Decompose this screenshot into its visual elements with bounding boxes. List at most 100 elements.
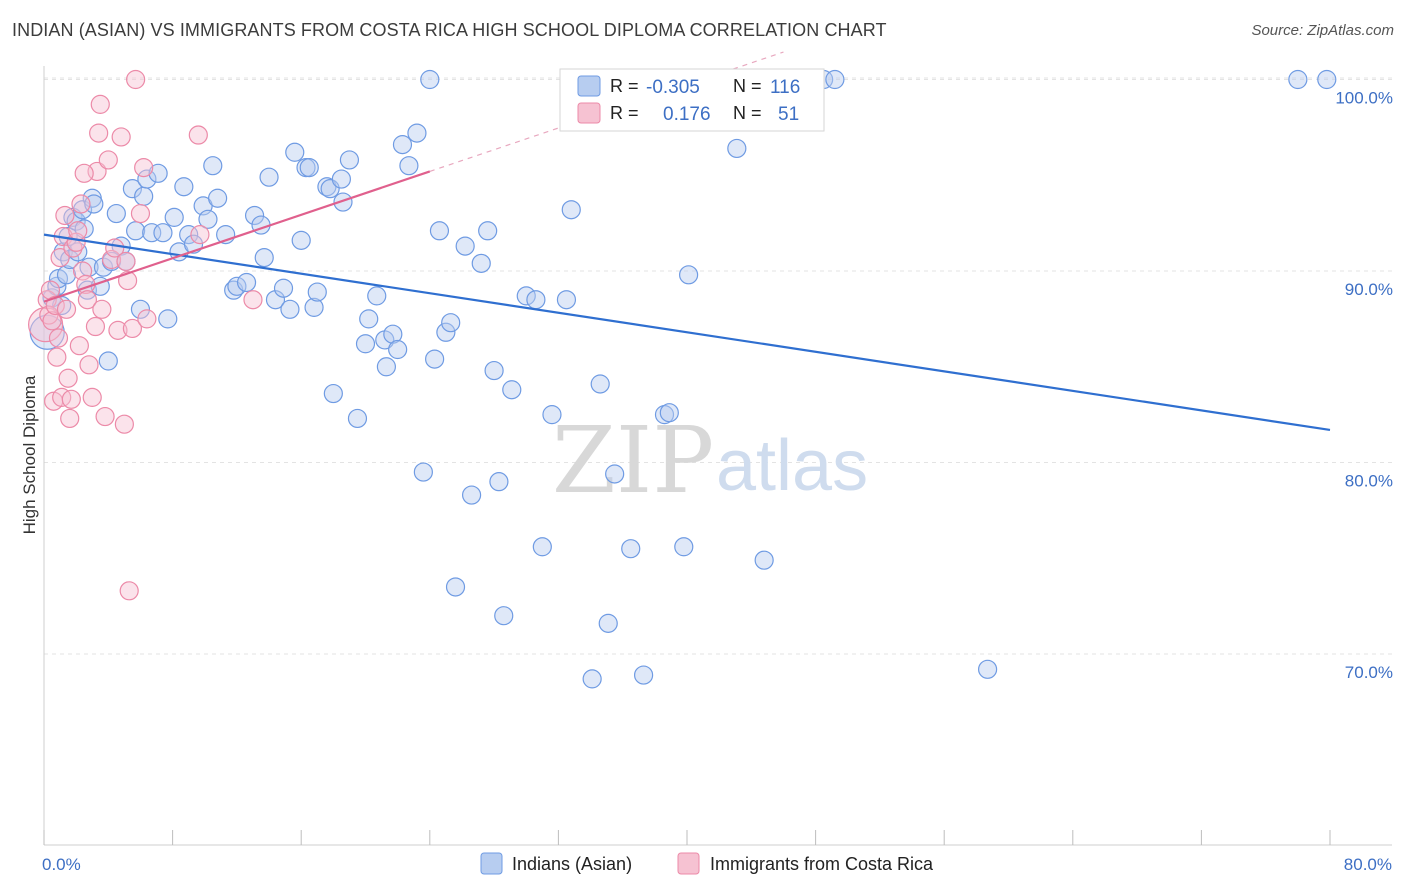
indians-asian-point-109 — [754, 550, 774, 570]
indians-asian-point-87 — [484, 360, 504, 381]
costa-rica-point-26 — [82, 387, 102, 407]
indians-asian-point-101 — [621, 539, 641, 559]
costa-rica-point-35 — [105, 238, 125, 258]
indians-asian-point-32 — [153, 223, 173, 243]
indians-asian-point-25 — [122, 179, 143, 199]
indians-asian-point-113 — [1288, 69, 1308, 90]
watermark-zip: ZIP — [552, 407, 714, 514]
costa-rica-point-50 — [74, 163, 94, 183]
indians-asian-point-68 — [367, 286, 387, 306]
stats-legend-box — [559, 68, 825, 132]
legend-label-indians-asian: Indians (Asian) — [512, 854, 632, 874]
indians-asian-point-53 — [280, 299, 300, 319]
indians-asian-point-112 — [978, 659, 998, 679]
indians-asian-point-49 — [254, 247, 274, 268]
indians-asian-point-57 — [299, 157, 319, 178]
stats-n-value-1: 116 — [770, 77, 800, 98]
costa-rica-point-42 — [122, 318, 143, 339]
y-tick-label-100: 100.0% — [1335, 89, 1393, 108]
indians-asian-point-63 — [331, 169, 351, 189]
stats-n-label-1: N = — [733, 76, 762, 96]
costa-rica-point-8 — [48, 328, 69, 348]
indians-asian-point-8 — [60, 249, 80, 270]
legend-swatch-indians-asian — [480, 852, 503, 875]
indians-asian-point-102 — [633, 665, 654, 685]
stats-r-label-1: R = — [610, 76, 639, 96]
indians-asian-point-29 — [137, 169, 157, 189]
indians-asian-point-77 — [420, 69, 440, 90]
costa-rica-point-13 — [56, 299, 77, 319]
costa-rica-point-12 — [55, 205, 75, 226]
indians-asian-point-86 — [478, 221, 498, 241]
indians-asian-point-27 — [130, 299, 151, 319]
costa-rica-point-32 — [95, 406, 115, 427]
indians-asian-point-91 — [516, 286, 536, 306]
indians-asian-point-100 — [605, 464, 625, 484]
indians-asian-point-37 — [179, 225, 199, 245]
costa-rica-point-39 — [116, 251, 136, 272]
indians-asian-point-41 — [203, 156, 223, 176]
y-tick-label-70: 70.0% — [1345, 663, 1393, 682]
costa-rica-point-25 — [79, 355, 99, 375]
indians-asian-point-58 — [304, 297, 324, 317]
costa-rica-point-31 — [92, 299, 112, 319]
costa-rica-point-38 — [114, 414, 134, 434]
indians-asian-point-5 — [53, 242, 73, 262]
costa-rica-point-41 — [119, 581, 139, 601]
indians-asian-point-52 — [273, 278, 294, 298]
costa-rica-point-30 — [90, 94, 110, 114]
costa-rica-point-2 — [39, 305, 59, 325]
indians-asian-point-74 — [399, 156, 419, 176]
costa-rica-point-43 — [126, 69, 146, 90]
costa-rica-point-44 — [130, 203, 151, 224]
indians-asian-point-115 — [333, 192, 353, 212]
indians-asian-point-72 — [388, 339, 408, 360]
trend-line-indians-asian — [43, 233, 1331, 432]
indians-asian-point-70 — [376, 357, 396, 377]
watermark-atlas: atlas — [716, 426, 868, 506]
costa-rica-point-4 — [42, 311, 62, 331]
legend-label-immigrants-costa-rica: Immigrants from Costa Rica — [710, 854, 934, 874]
costa-rica-point-10 — [52, 387, 72, 407]
indians-asian-point-97 — [582, 669, 602, 689]
indians-asian-point-83 — [455, 236, 475, 256]
indians-asian-point-79 — [429, 221, 450, 241]
indians-asian-point-46 — [236, 272, 257, 293]
stats-legend-swatch-blue — [577, 75, 601, 97]
indians-asian-point-30 — [142, 223, 162, 243]
costa-rica-point-36 — [108, 320, 128, 340]
series-immigrants-costa-rica — [28, 69, 263, 601]
costa-rica-point-21 — [71, 194, 91, 214]
costa-rica-point-33 — [98, 150, 118, 170]
costa-rica-point-29 — [89, 123, 109, 143]
costa-rica-point-6 — [45, 295, 65, 316]
indians-asian-point-111 — [825, 69, 845, 90]
costa-rica-point-15 — [60, 408, 80, 429]
indians-asian-point-20 — [98, 351, 118, 371]
indians-asian-point-45 — [227, 276, 247, 296]
indians-asian-point-62 — [323, 383, 343, 404]
indians-asian-point-96 — [561, 200, 581, 220]
costa-rica-point-14 — [58, 368, 78, 388]
indians-asian-point-34 — [164, 207, 184, 227]
indians-asian-point-81 — [441, 313, 461, 333]
grid-lines — [44, 77, 1392, 655]
indians-asian-point-6 — [56, 265, 77, 285]
chart-title: INDIAN (ASIAN) VS IMMIGRANTS FROM COSTA … — [12, 20, 887, 40]
series-indians-asian — [29, 69, 1337, 689]
indians-asian-point-108 — [727, 138, 747, 159]
costa-rica-point-49 — [243, 290, 263, 310]
costa-rica-point-7 — [47, 347, 67, 367]
y-tick-label-80: 80.0% — [1345, 472, 1393, 491]
watermark: ZIP atlas — [552, 407, 868, 514]
x-tick-label-max: 80.0% — [1344, 855, 1392, 874]
stats-legend-swatch-pink — [577, 102, 601, 124]
indians-asian-point-36 — [174, 177, 194, 197]
costa-rica-point-37 — [111, 127, 131, 147]
indians-asian-point-78 — [425, 349, 445, 369]
legend-swatch-immigrants-costa-rica — [677, 852, 700, 875]
indians-asian-point-71 — [383, 324, 403, 344]
indians-asian-point-114 — [1317, 69, 1337, 90]
indians-asian-point-66 — [355, 334, 376, 354]
